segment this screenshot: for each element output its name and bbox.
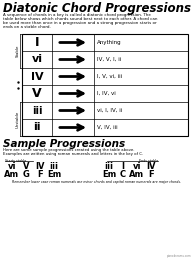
Text: iii: iii [49, 162, 59, 171]
Text: iii: iii [105, 162, 113, 171]
Text: G: G [23, 170, 29, 179]
Text: Em: Em [47, 170, 61, 179]
Text: Sample Progressions: Sample Progressions [3, 139, 125, 149]
Text: Unstable: Unstable [16, 110, 20, 128]
Text: vi: vi [8, 162, 16, 171]
Bar [22, 34, 188, 136]
Text: Examples are written using roman numerals and letters in the key of C.: Examples are written using roman numeral… [3, 152, 143, 156]
Text: I: I [35, 36, 39, 49]
Text: vi, I, IV, ii: vi, I, IV, ii [97, 108, 122, 113]
Text: IV: IV [31, 71, 43, 82]
Text: Am: Am [129, 170, 145, 179]
Text: V: V [23, 162, 29, 171]
Text: Stable: Stable [16, 45, 20, 57]
Text: I, IV, vi: I, IV, vi [97, 91, 116, 96]
Text: pianodreams.com: pianodreams.com [166, 254, 191, 258]
Text: be used more than once in a progression and a strong progression starts or: be used more than once in a progression … [3, 21, 157, 25]
Text: Starts stable: Starts stable [5, 159, 26, 162]
Text: Anything: Anything [97, 40, 122, 45]
Text: V, IV, iii: V, IV, iii [97, 125, 118, 130]
Text: I, V, vi, iii: I, V, vi, iii [97, 74, 122, 79]
Text: Diatonic Chord Progressions: Diatonic Chord Progressions [3, 2, 191, 15]
Text: IV: IV [146, 162, 156, 171]
Text: A sequence of chords in a key is called a diatonic chord progression. The: A sequence of chords in a key is called … [3, 13, 151, 17]
Text: IV: IV [35, 162, 45, 171]
Text: ii: ii [33, 123, 41, 133]
Text: Ends stable: Ends stable [139, 159, 158, 162]
Text: V: V [32, 87, 42, 100]
Text: I: I [121, 162, 125, 171]
Text: Em: Em [102, 170, 116, 179]
Text: table below shows which chords sound best next to each other. A chord can: table below shows which chords sound bes… [3, 17, 158, 21]
Text: IV, V, I, ii: IV, V, I, ii [97, 57, 121, 62]
Text: Remember lower case roman numerals are minor chords and capital roman numerals a: Remember lower case roman numerals are m… [12, 180, 182, 184]
Text: Here are some sample progressions created using the table above.: Here are some sample progressions create… [3, 148, 134, 152]
Text: iii: iii [32, 105, 42, 116]
Text: vi: vi [31, 54, 42, 64]
Text: ends on a stable chord.: ends on a stable chord. [3, 25, 51, 29]
Text: F: F [148, 170, 154, 179]
Text: C: C [120, 170, 126, 179]
Text: vi: vi [133, 162, 141, 171]
Text: F: F [37, 170, 43, 179]
Text: Am: Am [4, 170, 20, 179]
